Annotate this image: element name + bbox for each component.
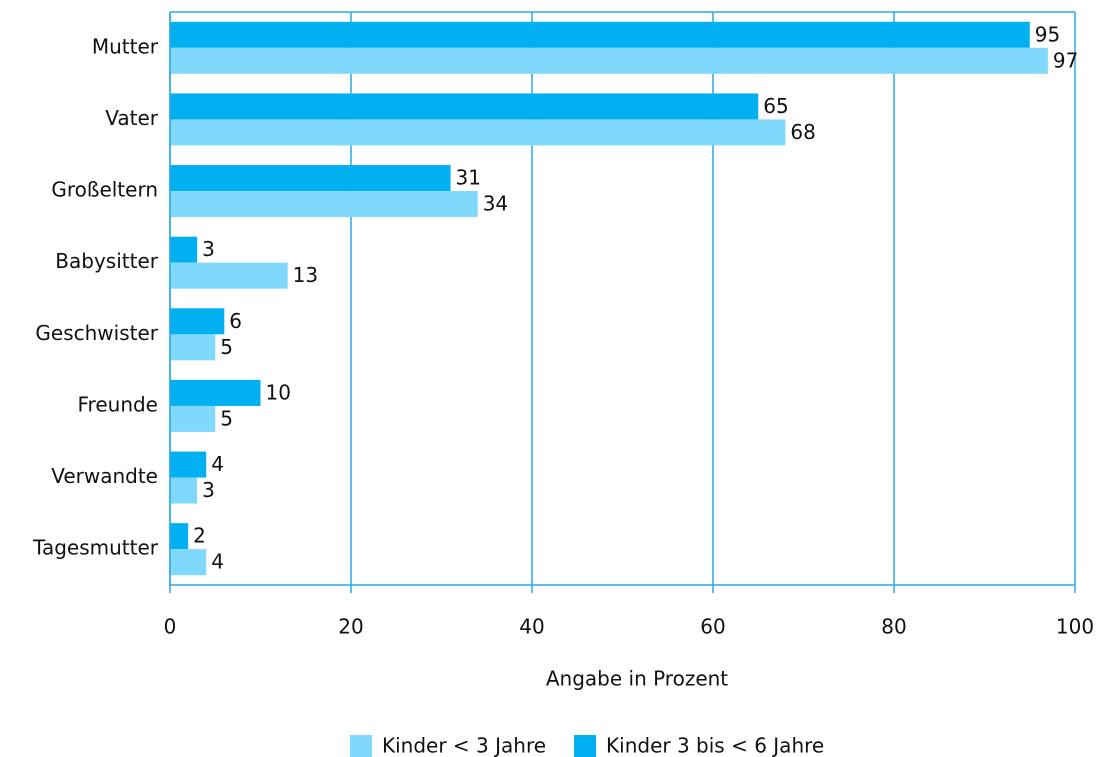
bar xyxy=(170,119,786,146)
data-label: 5 xyxy=(220,335,233,359)
legend-label: Kinder 3 bis < 6 Jahre xyxy=(606,734,824,757)
data-label: 3 xyxy=(202,237,215,261)
data-label: 68 xyxy=(790,120,815,144)
data-label: 34 xyxy=(483,192,508,216)
x-tick-label: 20 xyxy=(338,615,363,639)
x-tick-label: 100 xyxy=(1056,615,1094,639)
data-label: 4 xyxy=(211,550,224,574)
legend-label: Kinder < 3 Jahre xyxy=(382,734,546,757)
bar xyxy=(170,549,207,576)
data-label: 65 xyxy=(763,94,788,118)
legend-swatch xyxy=(350,735,372,757)
bar xyxy=(170,21,1030,48)
x-tick-label: 80 xyxy=(881,615,906,639)
bar xyxy=(170,379,261,406)
y-tick-label: Vater xyxy=(105,106,159,130)
bar xyxy=(170,308,225,335)
bar xyxy=(170,523,189,550)
y-tick-label: Tagesmutter xyxy=(32,536,159,560)
data-label: 3 xyxy=(202,478,215,502)
bar xyxy=(170,334,216,361)
data-label: 6 xyxy=(229,309,242,333)
data-label: 95 xyxy=(1035,22,1060,46)
y-tick-label: Geschwister xyxy=(35,321,158,345)
bar xyxy=(170,477,198,504)
data-label: 31 xyxy=(456,166,481,190)
x-tick-label: 60 xyxy=(700,615,725,639)
bar xyxy=(170,451,207,478)
bar xyxy=(170,165,451,192)
x-tick-label: 40 xyxy=(519,615,544,639)
bar xyxy=(170,262,288,289)
bar xyxy=(170,191,478,218)
bar xyxy=(170,236,198,263)
bar xyxy=(170,47,1048,74)
y-tick-label: Mutter xyxy=(92,34,159,58)
data-label: 4 xyxy=(211,452,224,476)
y-tick-label: Freunde xyxy=(78,392,159,416)
data-label: 10 xyxy=(266,380,291,404)
data-label: 5 xyxy=(220,406,233,430)
bar xyxy=(170,405,216,432)
data-label: 2 xyxy=(193,524,206,548)
x-axis-label: Angabe in Prozent xyxy=(546,667,728,691)
x-tick-label: 0 xyxy=(164,615,177,639)
data-label: 97 xyxy=(1053,48,1078,72)
y-tick-label: Babysitter xyxy=(55,249,158,273)
y-tick-label: Verwandte xyxy=(51,464,158,488)
y-tick-label: Großeltern xyxy=(51,178,158,202)
bar xyxy=(170,93,759,120)
legend-swatch xyxy=(574,735,597,757)
data-label: 13 xyxy=(293,263,318,287)
